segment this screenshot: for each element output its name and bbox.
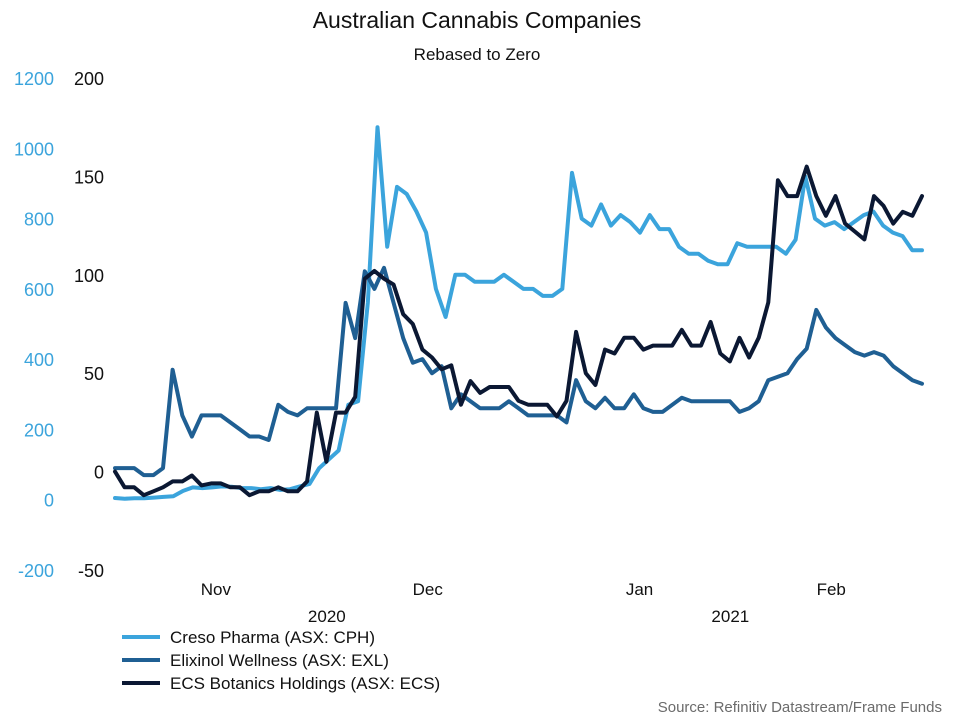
left-axis-tick-label: 600 (24, 280, 54, 300)
source-note: Source: Refinitiv Datastream/Frame Funds (658, 699, 942, 713)
series-lines (113, 125, 924, 501)
left-axis-tick-label: 200 (24, 420, 54, 440)
right-axis-ticks: 200 150 100 50 0 -50 (74, 69, 104, 581)
left-axis-tick-label: 1000 (14, 139, 54, 159)
right-axis-tick-label: 200 (74, 69, 104, 89)
left-axis-tick-label: -200 (18, 561, 54, 581)
left-axis-tick-label: 1200 (14, 69, 54, 89)
right-axis-tick-label: 100 (74, 266, 104, 286)
series-line-1 (113, 125, 924, 501)
right-axis-tick-label: 0 (94, 463, 104, 483)
legend-label: Creso Pharma (ASX: CPH) (170, 628, 375, 647)
legend: Creso Pharma (ASX: CPH) Elixinol Wellness… (122, 628, 440, 693)
right-axis-tick-label: 150 (74, 167, 104, 187)
series-line-2 (113, 265, 924, 478)
x-axis-month-label: Nov (201, 580, 232, 599)
x-axis-year-label: 2020 (308, 607, 346, 626)
right-axis-tick-label: -50 (78, 561, 104, 581)
x-axis-month-label: Feb (817, 580, 846, 599)
x-axis-month-label: Jan (626, 580, 653, 599)
chart-subtitle: Rebased to Zero (414, 45, 541, 64)
right-axis-tick-label: 50 (84, 364, 104, 384)
left-axis-tick-label: 800 (24, 210, 54, 230)
left-axis-tick-label: 0 (44, 491, 54, 511)
legend-label: Elixinol Wellness (ASX: EXL) (170, 651, 389, 670)
x-axis-ticks: Nov Dec Jan Feb 2020 2021 (201, 580, 846, 626)
series-line-3 (113, 164, 924, 498)
left-axis-tick-label: 400 (24, 350, 54, 370)
chart-title: Australian Cannabis Companies (313, 7, 642, 33)
left-axis-ticks: 1200 1000 800 600 400 200 0 -200 (14, 69, 54, 581)
x-axis-month-label: Dec (413, 580, 444, 599)
x-axis-year-label: 2021 (711, 607, 749, 626)
legend-label: ECS Botanics Holdings (ASX: ECS) (170, 674, 440, 693)
